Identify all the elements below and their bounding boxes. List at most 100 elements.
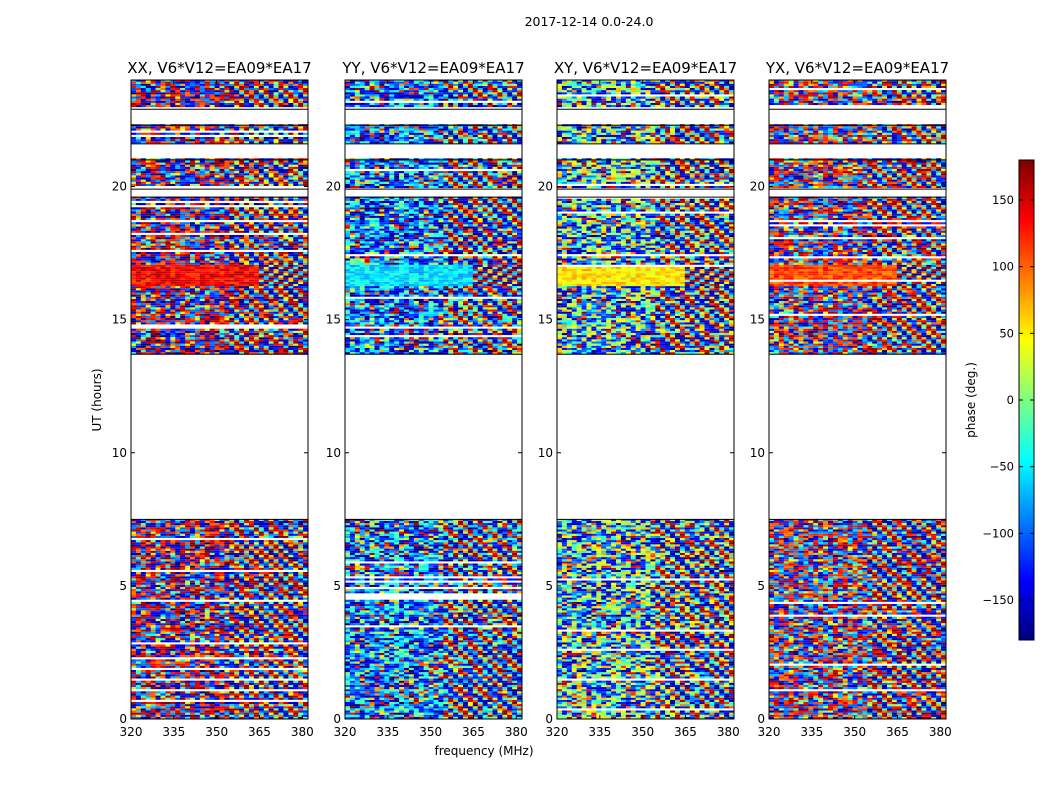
heatmap-cell xyxy=(258,352,265,355)
heatmap-cell xyxy=(219,693,225,696)
heatmap-cell xyxy=(150,597,156,600)
heatmap-cell xyxy=(288,655,294,658)
heatmap-cell xyxy=(175,237,181,240)
heatmap-cell xyxy=(190,552,196,555)
heatmap-cell xyxy=(150,320,156,323)
heatmap-cell xyxy=(244,601,250,604)
heatmap-cell xyxy=(175,612,181,615)
heatmap-cell xyxy=(303,273,308,276)
heatmap-cell xyxy=(155,243,161,246)
heatmap-cell xyxy=(219,608,225,611)
heatmap-cell xyxy=(160,582,166,585)
heatmap-cell xyxy=(283,343,289,346)
heatmap-cell xyxy=(234,674,240,677)
heatmap-cell xyxy=(224,648,230,651)
heatmap-cell xyxy=(160,627,166,630)
heatmap-cell xyxy=(190,275,196,278)
heatmap-cell xyxy=(170,663,176,666)
heatmap-cell xyxy=(219,682,225,685)
heatmap-cell xyxy=(303,557,308,560)
heatmap-cell xyxy=(150,309,156,312)
heatmap-cell xyxy=(219,712,225,715)
heatmap-cell xyxy=(145,623,151,626)
heatmap-cell xyxy=(234,322,240,325)
heatmap-cell xyxy=(283,540,289,543)
heatmap-cell xyxy=(140,529,147,532)
heatmap-cell xyxy=(135,337,142,340)
heatmap-cell xyxy=(249,525,255,528)
heatmap-cell xyxy=(214,714,220,717)
heatmap-cell xyxy=(150,586,156,590)
heatmap-cell xyxy=(229,262,235,265)
heatmap-cell xyxy=(239,266,245,270)
heatmap-cell xyxy=(209,337,215,340)
heatmap-cell xyxy=(140,256,147,259)
heatmap-cell xyxy=(135,290,142,293)
heatmap-cell xyxy=(180,264,186,267)
heatmap-cell xyxy=(283,254,289,257)
heatmap-cell xyxy=(180,606,186,609)
heatmap-cell xyxy=(199,245,206,248)
heatmap-cell xyxy=(131,714,137,717)
heatmap-cell xyxy=(209,589,215,592)
heatmap-cell xyxy=(283,279,289,282)
heatmap-cell xyxy=(165,330,171,333)
heatmap-cell xyxy=(194,629,201,632)
heatmap-cell xyxy=(140,294,147,297)
heatmap-cell xyxy=(219,320,225,323)
heatmap-cell xyxy=(190,277,196,280)
heatmap-cell xyxy=(160,716,166,719)
heatmap-cell xyxy=(160,309,166,312)
heatmap-cell xyxy=(258,247,265,250)
heatmap-cell xyxy=(150,716,156,719)
heatmap-cell xyxy=(273,691,279,694)
heatmap-cell xyxy=(209,239,215,242)
heatmap-cell xyxy=(204,234,210,238)
heatmap-cell xyxy=(249,559,255,562)
heatmap-cell xyxy=(288,239,294,242)
heatmap-cell xyxy=(160,269,166,272)
heatmap-cell xyxy=(204,708,210,711)
heatmap-cell xyxy=(219,557,225,560)
heatmap-cell xyxy=(185,589,191,592)
heatmap-cell xyxy=(219,303,225,306)
heatmap-cell xyxy=(219,578,225,581)
heatmap-cell xyxy=(249,655,255,658)
heatmap-cell xyxy=(185,674,191,677)
heatmap-cell xyxy=(278,623,284,626)
heatmap-cell xyxy=(288,595,294,598)
heatmap-cell xyxy=(273,670,279,673)
heatmap-cell xyxy=(224,578,230,581)
heatmap-cell xyxy=(239,589,245,592)
heatmap-cell xyxy=(244,706,250,709)
heatmap-cell xyxy=(268,648,274,651)
heatmap-cell xyxy=(135,557,142,560)
heatmap-cell xyxy=(293,256,299,259)
heatmap-cell xyxy=(268,529,274,532)
heatmap-cell xyxy=(224,339,230,342)
heatmap-cell xyxy=(185,691,191,694)
heatmap-cell xyxy=(190,341,196,344)
heatmap-cell xyxy=(229,554,235,558)
heatmap-cell xyxy=(293,665,299,668)
heatmap-cell xyxy=(140,241,147,244)
heatmap-cell xyxy=(214,298,220,301)
heatmap-cell xyxy=(135,593,142,596)
heatmap-cell xyxy=(180,328,186,331)
heatmap-cell xyxy=(145,328,151,331)
heatmap-cell xyxy=(268,559,274,562)
heatmap-cell xyxy=(234,264,240,267)
heatmap-cell xyxy=(283,535,289,538)
heatmap-cell xyxy=(268,519,274,521)
heatmap-cell xyxy=(298,303,304,306)
heatmap-cell xyxy=(199,303,206,306)
heatmap-cell xyxy=(180,303,186,306)
heatmap-cell xyxy=(150,623,156,626)
heatmap-cell xyxy=(175,623,181,626)
heatmap-cell xyxy=(263,281,269,284)
heatmap-cell xyxy=(131,665,137,668)
heatmap-cell xyxy=(239,716,245,719)
heatmap-cell xyxy=(194,603,201,607)
heatmap-cell xyxy=(131,303,137,306)
heatmap-cell xyxy=(244,603,250,607)
